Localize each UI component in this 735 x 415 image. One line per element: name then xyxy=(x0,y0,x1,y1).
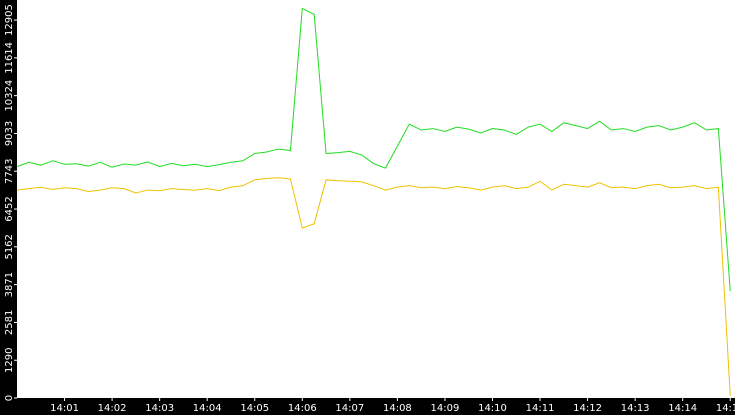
series-line xyxy=(16,7,731,292)
x-tick-label: 14:12 xyxy=(573,403,602,414)
x-tick-label: 14:14 xyxy=(668,403,697,414)
x-tick-label: 14:01 xyxy=(50,403,79,414)
x-tick-label: 14:10 xyxy=(478,403,507,414)
y-tick-label: 1290 xyxy=(4,347,15,372)
x-tick-label: 14:09 xyxy=(431,403,460,414)
series-line xyxy=(16,177,731,396)
x-tick-label: 14:05 xyxy=(240,403,269,414)
x-tick-label: 14:13 xyxy=(621,403,650,414)
x-tick-label: 14:02 xyxy=(98,403,127,414)
y-tick-label: 6452 xyxy=(4,196,15,221)
y-tick-label: 3871 xyxy=(4,272,15,297)
y-tick-label: 2581 xyxy=(4,310,15,335)
x-tick-label: 14:04 xyxy=(193,403,222,414)
x-tick-label: 14:15 xyxy=(716,403,735,414)
y-tick-label: 12905 xyxy=(4,4,15,36)
x-tick-label: 14:06 xyxy=(288,403,317,414)
y-tick-label: 11614 xyxy=(4,42,15,74)
y-tick-label: 7743 xyxy=(4,159,15,184)
x-tick-label: 14:08 xyxy=(383,403,412,414)
x-tick-label: 14:03 xyxy=(145,403,174,414)
y-tick-label: 0 xyxy=(4,395,15,401)
y-tick-label: 9033 xyxy=(4,121,15,146)
y-tick-label: 5162 xyxy=(4,234,15,259)
y-tick-label: 10324 xyxy=(4,80,15,112)
plot-area xyxy=(17,0,735,398)
x-tick-label: 14:07 xyxy=(335,403,364,414)
x-tick-label: 14:11 xyxy=(526,403,555,414)
